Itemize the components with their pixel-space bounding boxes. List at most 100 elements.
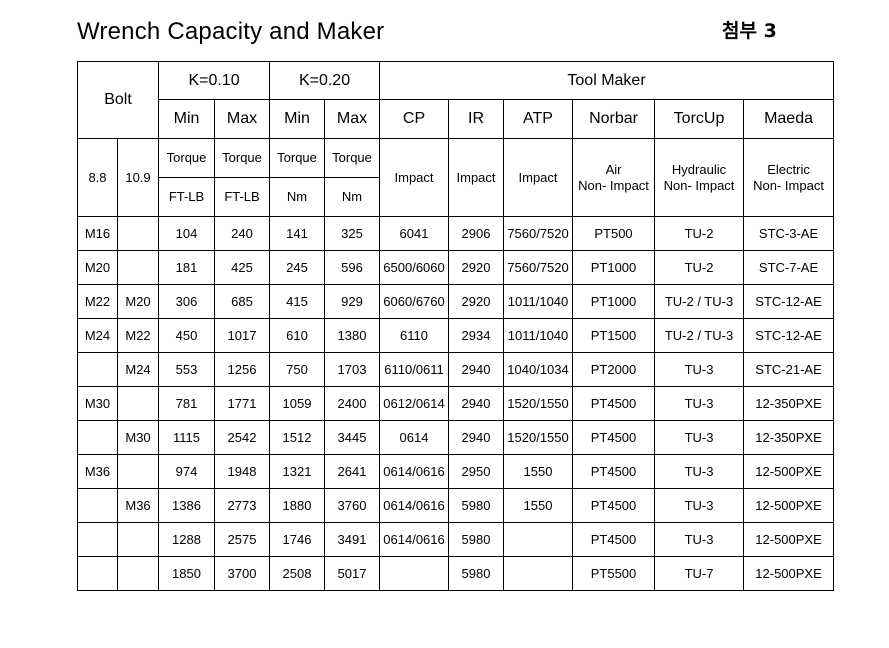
norbar-type-line1: Air [605, 161, 622, 177]
cell-k010-min: 781 [158, 386, 216, 421]
cell-bolt-10-9 [116, 522, 160, 557]
header-maker-cp: CP [379, 99, 450, 139]
cell-atp [503, 556, 574, 591]
header-torque-1: Torque [158, 138, 216, 178]
cell-k010-min: 1288 [158, 522, 216, 557]
cell-k010-max: 3700 [214, 556, 271, 591]
header-tool-maker: Tool Maker [379, 61, 835, 100]
cell-k010-min: 1115 [158, 420, 216, 455]
cell-ir: 5980 [448, 556, 505, 591]
cell-bolt-8-8: M20 [77, 250, 118, 285]
cell-k020-max: 2400 [324, 386, 381, 421]
cell-k020-max: 2641 [324, 454, 381, 489]
table-row: 1288 2575 1746 3491 0614/0616 5980 PT4500 TU-3 1… [77, 522, 835, 557]
cell-k010-max: 685 [214, 284, 271, 319]
header-maker-ir: IR [448, 99, 505, 139]
cell-k010-min: 1386 [158, 488, 216, 523]
cell-k020-max: 1703 [324, 352, 381, 387]
cell-k010-max: 1256 [214, 352, 271, 387]
table-row: M30 1115 2542 1512 3445 0614 2940 1520/1550 PT45… [77, 420, 835, 455]
cell-maeda: 12-500PXE [743, 454, 835, 489]
header-k020: K=0.20 [269, 61, 381, 100]
cell-k020-min: 245 [269, 250, 326, 285]
cell-cp: 6500/6060 [379, 250, 450, 285]
cell-k010-min: 104 [158, 216, 216, 251]
cell-norbar: PT1000 [572, 250, 656, 285]
header-maeda-type: Electric Non- Impact [743, 138, 835, 217]
cell-k020-min: 141 [269, 216, 326, 251]
cell-k010-min: 553 [158, 352, 216, 387]
header-unit-nm-1: Nm [269, 177, 326, 217]
cell-norbar: PT4500 [572, 488, 656, 523]
cell-maeda: 12-500PXE [743, 522, 835, 557]
cell-bolt-8-8: M22 [77, 284, 118, 319]
cell-k020-max: 596 [324, 250, 381, 285]
header-ir-type: Impact [448, 138, 505, 217]
header-grade-109: 10.9 [116, 138, 160, 217]
cell-atp: 1011/1040 [503, 284, 574, 319]
cell-bolt-8-8: M30 [77, 386, 118, 421]
cell-torcup: TU-2 [654, 250, 745, 285]
cell-k020-min: 1512 [269, 420, 326, 455]
attachment-label: 첨부 3 [722, 20, 777, 42]
cell-k010-max: 1017 [214, 318, 271, 353]
cell-torcup: TU-2 / TU-3 [654, 284, 745, 319]
cell-cp: 6060/6760 [379, 284, 450, 319]
header-row-1: Bolt K=0.10 K=0.20 Tool Maker [76, 61, 835, 139]
header-k2-min: Min [269, 99, 326, 139]
cell-k010-min: 181 [158, 250, 216, 285]
cell-atp: 1550 [503, 454, 574, 489]
cell-bolt-8-8: M36 [77, 454, 118, 489]
cell-ir: 2940 [448, 386, 505, 421]
cell-bolt-8-8 [77, 352, 118, 387]
header-k2-max: Max [324, 99, 381, 139]
cell-ir: 2934 [448, 318, 505, 353]
cell-bolt-8-8: M16 [77, 216, 118, 251]
table-row: 1850 3700 2508 5017 5980 PT5500 TU-7 12-500PXE [77, 556, 835, 591]
cell-maeda: STC-7-AE [743, 250, 835, 285]
cell-k020-max: 5017 [324, 556, 381, 591]
header-maker-maeda: Maeda [743, 99, 835, 139]
cell-k010-max: 2773 [214, 488, 271, 523]
cell-cp: 0614 [379, 420, 450, 455]
cell-k010-min: 1850 [158, 556, 216, 591]
cell-ir: 2920 [448, 250, 505, 285]
cell-maeda: STC-3-AE [743, 216, 835, 251]
header-bolt: Bolt [76, 61, 160, 139]
cell-k010-min: 974 [158, 454, 216, 489]
header-torque-3: Torque [269, 138, 326, 178]
header-torque-4: Torque [324, 138, 381, 178]
cell-maeda: 12-350PXE [743, 386, 835, 421]
cell-k010-max: 2542 [214, 420, 271, 455]
header-unit-nm-2: Nm [324, 177, 381, 217]
cell-torcup: TU-3 [654, 522, 745, 557]
torcup-type-line1: Hydraulic [671, 161, 727, 177]
cell-k020-min: 1746 [269, 522, 326, 557]
cell-bolt-10-9: M24 [116, 352, 160, 387]
table-row: M16 104 240 141 325 6041 2906 7560/7520 PT500 TU-… [77, 216, 835, 251]
cell-k010-max: 240 [214, 216, 271, 251]
cell-ir: 5980 [448, 522, 505, 557]
cell-norbar: PT4500 [572, 454, 656, 489]
norbar-type-line2: Non- Impact [578, 177, 649, 193]
cell-cp: 6110 [379, 318, 450, 353]
cell-k020-min: 1880 [269, 488, 326, 523]
cell-atp: 7560/7520 [503, 250, 574, 285]
cell-torcup: TU-3 [654, 386, 745, 421]
cell-norbar: PT1500 [572, 318, 656, 353]
cell-bolt-10-9 [116, 386, 160, 421]
cell-atp: 1011/1040 [503, 318, 574, 353]
cell-bolt-10-9 [116, 216, 160, 251]
cell-bolt-10-9 [116, 556, 160, 591]
cell-k020-min: 1321 [269, 454, 326, 489]
header-row-2: Min Max Min Max CP IR ATP Norbar TorcUp … [78, 99, 835, 139]
cell-k020-min: 415 [269, 284, 326, 319]
header-row-3: 8.8 10.9 Torque Torque Torque Torque Imp… [77, 138, 835, 217]
header-cp-type: Impact [379, 138, 450, 217]
table-row: M24 M22 450 1017 610 1380 6110 2934 1011/1040 PT1… [77, 318, 835, 353]
cell-k020-min: 2508 [269, 556, 326, 591]
cell-atp: 7560/7520 [503, 216, 574, 251]
cell-cp: 0612/0614 [379, 386, 450, 421]
table-row: M20 181 425 245 596 6500/6060 2920 7560/7520 PT1… [77, 250, 835, 285]
cell-k010-min: 450 [158, 318, 216, 353]
